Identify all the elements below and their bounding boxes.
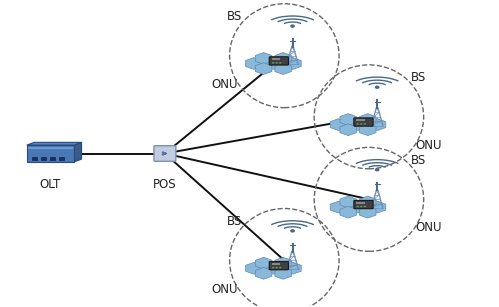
Polygon shape: [74, 142, 81, 162]
Text: ONU: ONU: [212, 282, 238, 296]
FancyBboxPatch shape: [356, 202, 365, 204]
FancyBboxPatch shape: [269, 262, 288, 270]
Text: BS: BS: [227, 10, 242, 23]
FancyBboxPatch shape: [28, 147, 72, 149]
Text: ONU: ONU: [212, 78, 238, 91]
Circle shape: [364, 123, 366, 125]
Circle shape: [291, 25, 294, 27]
Circle shape: [279, 267, 281, 268]
Circle shape: [375, 86, 379, 88]
Circle shape: [279, 62, 281, 64]
Circle shape: [357, 123, 359, 125]
FancyBboxPatch shape: [354, 118, 373, 126]
FancyBboxPatch shape: [50, 157, 55, 160]
Circle shape: [291, 230, 294, 232]
FancyBboxPatch shape: [272, 58, 280, 60]
FancyBboxPatch shape: [269, 57, 288, 65]
FancyBboxPatch shape: [356, 119, 365, 121]
Circle shape: [375, 169, 379, 171]
Text: ONU: ONU: [415, 221, 442, 235]
Circle shape: [364, 206, 366, 207]
Text: BS: BS: [411, 154, 426, 167]
Circle shape: [275, 267, 278, 268]
FancyBboxPatch shape: [272, 263, 280, 265]
Text: BS: BS: [411, 71, 426, 84]
Circle shape: [357, 206, 359, 207]
Circle shape: [272, 62, 274, 64]
FancyBboxPatch shape: [59, 157, 64, 160]
Text: ONU: ONU: [415, 139, 442, 152]
FancyBboxPatch shape: [354, 200, 373, 209]
Text: BS: BS: [227, 215, 242, 228]
FancyBboxPatch shape: [154, 146, 176, 161]
Circle shape: [360, 123, 363, 125]
Text: POS: POS: [153, 177, 177, 191]
FancyBboxPatch shape: [41, 157, 46, 160]
Text: OLT: OLT: [40, 177, 61, 191]
Circle shape: [360, 206, 363, 207]
Circle shape: [272, 267, 274, 268]
Circle shape: [275, 62, 278, 64]
Polygon shape: [27, 142, 81, 145]
FancyBboxPatch shape: [27, 145, 74, 162]
FancyBboxPatch shape: [32, 157, 37, 160]
